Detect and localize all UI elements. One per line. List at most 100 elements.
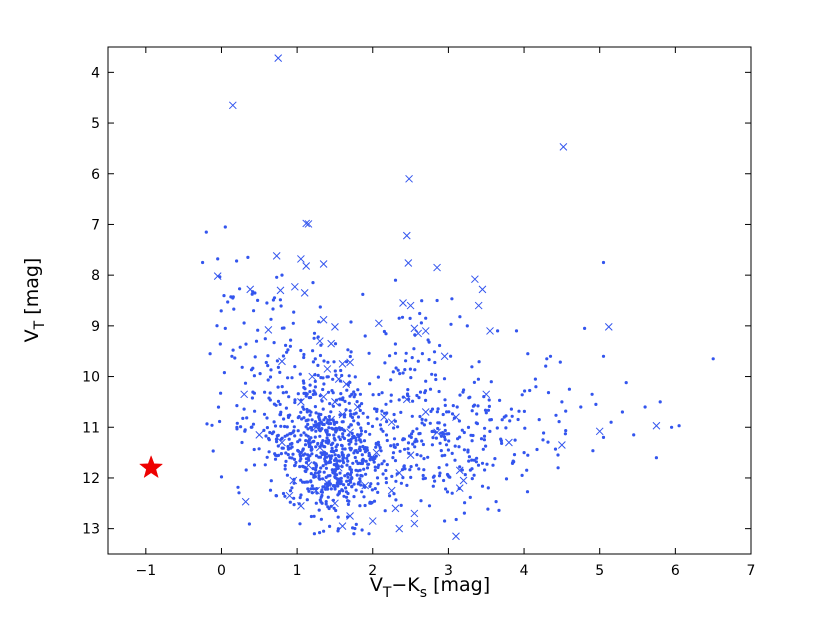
data-point <box>430 443 434 447</box>
data-point <box>441 412 445 417</box>
data-point <box>397 398 401 402</box>
data-point <box>424 418 428 422</box>
data-point <box>375 476 380 480</box>
cross-point <box>474 301 483 310</box>
data-point <box>333 342 338 346</box>
data-point <box>362 467 366 471</box>
data-point <box>330 454 334 458</box>
data-point <box>502 415 506 419</box>
data-point <box>336 515 340 519</box>
data-point <box>395 442 400 447</box>
data-point <box>377 392 381 397</box>
data-point <box>374 454 378 458</box>
data-point <box>411 429 415 433</box>
data-point <box>363 450 367 454</box>
data-point <box>325 375 329 379</box>
data-point <box>219 309 223 313</box>
data-point <box>509 407 513 411</box>
cross-point <box>289 476 298 485</box>
data-point <box>455 405 459 409</box>
data-point <box>322 529 326 533</box>
data-point <box>284 406 288 410</box>
cross-point <box>361 481 370 490</box>
data-point <box>358 477 362 481</box>
cross-point <box>274 54 283 63</box>
data-point <box>632 433 636 437</box>
data-point <box>462 388 466 392</box>
data-point <box>375 409 379 413</box>
data-point <box>360 453 364 457</box>
data-point <box>253 355 257 359</box>
data-point <box>516 417 520 422</box>
cross-markers <box>213 54 661 541</box>
data-point <box>352 482 356 486</box>
cross-point <box>255 431 264 439</box>
cross-point <box>406 301 415 310</box>
data-point <box>219 391 223 395</box>
data-point <box>495 426 499 430</box>
data-point <box>347 425 351 429</box>
data-point <box>384 468 388 473</box>
data-point <box>264 434 268 438</box>
data-point <box>330 426 334 430</box>
data-point <box>624 381 628 385</box>
data-point <box>314 411 318 415</box>
data-point <box>390 474 394 478</box>
data-point <box>251 390 255 394</box>
data-point <box>215 324 219 328</box>
data-point <box>306 427 310 431</box>
data-point <box>406 388 410 392</box>
data-point <box>337 490 342 494</box>
data-point <box>409 435 413 439</box>
data-point <box>310 484 314 488</box>
data-point <box>312 331 317 335</box>
data-point <box>288 456 292 460</box>
data-point <box>358 408 362 413</box>
data-point <box>350 392 354 396</box>
data-point <box>475 412 479 416</box>
data-point <box>352 495 356 499</box>
data-point <box>309 479 313 483</box>
data-point <box>421 442 425 447</box>
data-point <box>437 389 441 394</box>
data-point <box>325 430 329 434</box>
data-point <box>320 441 324 445</box>
data-point <box>462 448 466 452</box>
data-point <box>298 372 302 376</box>
data-point <box>523 426 527 430</box>
cross-point <box>278 438 286 447</box>
data-point <box>329 457 333 461</box>
data-point <box>347 374 351 378</box>
y-tick-label: 8 <box>91 268 100 284</box>
data-point <box>281 391 285 395</box>
data-point <box>233 356 237 360</box>
data-point <box>314 445 318 449</box>
data-point <box>268 430 272 435</box>
data-point <box>313 420 318 424</box>
data-point <box>312 389 316 393</box>
data-point <box>443 438 447 442</box>
y-tick-label: 12 <box>82 471 100 487</box>
data-point <box>486 507 490 511</box>
data-point <box>283 494 287 498</box>
cross-point <box>323 365 332 373</box>
data-point <box>222 294 226 298</box>
data-point <box>448 475 452 479</box>
cross-point <box>395 524 404 533</box>
data-point <box>268 375 273 379</box>
data-point <box>415 463 419 467</box>
data-point <box>525 468 529 472</box>
data-point <box>286 376 290 380</box>
data-point <box>280 385 284 389</box>
data-point <box>331 391 335 395</box>
data-point <box>393 419 397 423</box>
data-point <box>467 459 471 463</box>
data-point <box>400 315 405 319</box>
data-point <box>280 326 284 330</box>
data-point <box>417 432 421 436</box>
cross-point <box>334 375 343 383</box>
data-point <box>364 472 368 476</box>
data-point <box>278 412 283 417</box>
data-point <box>278 402 282 406</box>
data-point <box>370 424 375 428</box>
